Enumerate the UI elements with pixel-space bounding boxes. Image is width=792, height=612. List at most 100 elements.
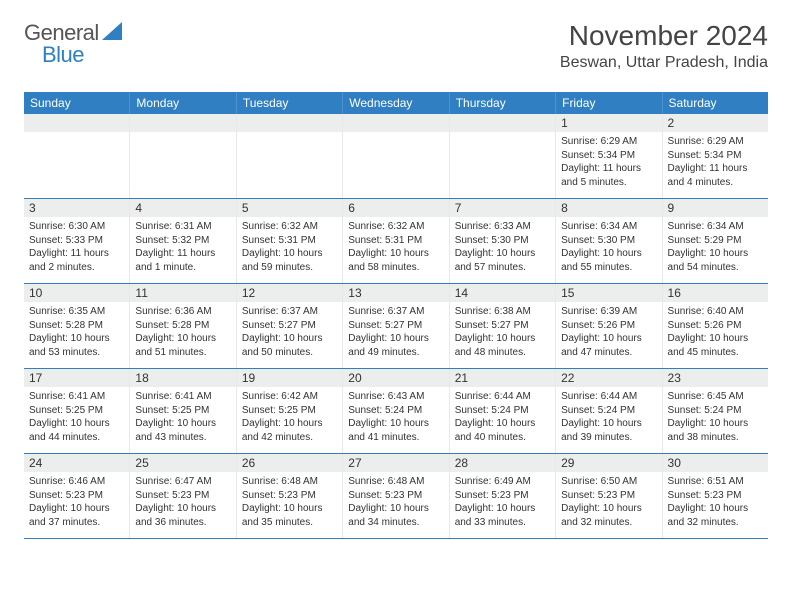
date-number: 8 <box>556 199 661 217</box>
date-number: 2 <box>663 114 768 132</box>
date-number <box>130 114 235 132</box>
date-number: 6 <box>343 199 448 217</box>
daylight-text: Daylight: 10 hours and 47 minutes. <box>561 332 656 359</box>
date-number: 21 <box>450 369 555 387</box>
daylight-text: Daylight: 10 hours and 55 minutes. <box>561 247 656 274</box>
sunset-text: Sunset: 5:23 PM <box>242 489 337 503</box>
sunset-text: Sunset: 5:23 PM <box>135 489 230 503</box>
sunrise-text: Sunrise: 6:42 AM <box>242 390 337 404</box>
month-title: November 2024 <box>560 20 768 52</box>
day-body: Sunrise: 6:31 AMSunset: 5:32 PMDaylight:… <box>130 217 235 280</box>
date-number: 17 <box>24 369 129 387</box>
day-cell: 22Sunrise: 6:44 AMSunset: 5:24 PMDayligh… <box>556 369 662 453</box>
sunrise-text: Sunrise: 6:30 AM <box>29 220 124 234</box>
date-number: 5 <box>237 199 342 217</box>
sunset-text: Sunset: 5:26 PM <box>668 319 763 333</box>
sunrise-text: Sunrise: 6:38 AM <box>455 305 550 319</box>
day-body: Sunrise: 6:37 AMSunset: 5:27 PMDaylight:… <box>343 302 448 365</box>
sunrise-text: Sunrise: 6:44 AM <box>561 390 656 404</box>
day-cell: 5Sunrise: 6:32 AMSunset: 5:31 PMDaylight… <box>237 199 343 283</box>
day-body: Sunrise: 6:29 AMSunset: 5:34 PMDaylight:… <box>556 132 661 195</box>
daylight-text: Daylight: 10 hours and 42 minutes. <box>242 417 337 444</box>
logo-triangle-icon <box>102 22 122 45</box>
daylight-text: Daylight: 10 hours and 58 minutes. <box>348 247 443 274</box>
day-body: Sunrise: 6:35 AMSunset: 5:28 PMDaylight:… <box>24 302 129 365</box>
sunrise-text: Sunrise: 6:50 AM <box>561 475 656 489</box>
day-cell: 29Sunrise: 6:50 AMSunset: 5:23 PMDayligh… <box>556 454 662 538</box>
day-body: Sunrise: 6:41 AMSunset: 5:25 PMDaylight:… <box>130 387 235 450</box>
day-cell: 20Sunrise: 6:43 AMSunset: 5:24 PMDayligh… <box>343 369 449 453</box>
date-number: 28 <box>450 454 555 472</box>
date-number <box>450 114 555 132</box>
daylight-text: Daylight: 10 hours and 54 minutes. <box>668 247 763 274</box>
logo-text-blue: Blue <box>42 42 84 67</box>
day-cell <box>130 114 236 198</box>
sunrise-text: Sunrise: 6:36 AM <box>135 305 230 319</box>
sunset-text: Sunset: 5:32 PM <box>135 234 230 248</box>
date-number: 22 <box>556 369 661 387</box>
daylight-text: Daylight: 10 hours and 41 minutes. <box>348 417 443 444</box>
sunset-text: Sunset: 5:26 PM <box>561 319 656 333</box>
day-body: Sunrise: 6:42 AMSunset: 5:25 PMDaylight:… <box>237 387 342 450</box>
weeks-container: 1Sunrise: 6:29 AMSunset: 5:34 PMDaylight… <box>24 114 768 539</box>
day-body: Sunrise: 6:51 AMSunset: 5:23 PMDaylight:… <box>663 472 768 535</box>
day-cell: 8Sunrise: 6:34 AMSunset: 5:30 PMDaylight… <box>556 199 662 283</box>
date-number: 7 <box>450 199 555 217</box>
sunset-text: Sunset: 5:27 PM <box>455 319 550 333</box>
date-number <box>237 114 342 132</box>
day-body: Sunrise: 6:45 AMSunset: 5:24 PMDaylight:… <box>663 387 768 450</box>
sunrise-text: Sunrise: 6:49 AM <box>455 475 550 489</box>
date-number: 27 <box>343 454 448 472</box>
day-cell <box>343 114 449 198</box>
sunrise-text: Sunrise: 6:37 AM <box>348 305 443 319</box>
day-body: Sunrise: 6:34 AMSunset: 5:29 PMDaylight:… <box>663 217 768 280</box>
day-cell: 28Sunrise: 6:49 AMSunset: 5:23 PMDayligh… <box>450 454 556 538</box>
daylight-text: Daylight: 10 hours and 53 minutes. <box>29 332 124 359</box>
sunrise-text: Sunrise: 6:32 AM <box>242 220 337 234</box>
day-cell: 21Sunrise: 6:44 AMSunset: 5:24 PMDayligh… <box>450 369 556 453</box>
week-row: 17Sunrise: 6:41 AMSunset: 5:25 PMDayligh… <box>24 369 768 454</box>
week-row: 1Sunrise: 6:29 AMSunset: 5:34 PMDaylight… <box>24 114 768 199</box>
date-number: 25 <box>130 454 235 472</box>
day-body: Sunrise: 6:37 AMSunset: 5:27 PMDaylight:… <box>237 302 342 365</box>
day-cell: 9Sunrise: 6:34 AMSunset: 5:29 PMDaylight… <box>663 199 768 283</box>
day-cell: 19Sunrise: 6:42 AMSunset: 5:25 PMDayligh… <box>237 369 343 453</box>
daylight-text: Daylight: 10 hours and 43 minutes. <box>135 417 230 444</box>
sunset-text: Sunset: 5:31 PM <box>348 234 443 248</box>
day-cell: 10Sunrise: 6:35 AMSunset: 5:28 PMDayligh… <box>24 284 130 368</box>
daylight-text: Daylight: 10 hours and 36 minutes. <box>135 502 230 529</box>
day-cell: 17Sunrise: 6:41 AMSunset: 5:25 PMDayligh… <box>24 369 130 453</box>
day-cell: 25Sunrise: 6:47 AMSunset: 5:23 PMDayligh… <box>130 454 236 538</box>
day-cell: 15Sunrise: 6:39 AMSunset: 5:26 PMDayligh… <box>556 284 662 368</box>
day-cell: 16Sunrise: 6:40 AMSunset: 5:26 PMDayligh… <box>663 284 768 368</box>
sunrise-text: Sunrise: 6:45 AM <box>668 390 763 404</box>
day-body: Sunrise: 6:43 AMSunset: 5:24 PMDaylight:… <box>343 387 448 450</box>
day-body: Sunrise: 6:30 AMSunset: 5:33 PMDaylight:… <box>24 217 129 280</box>
day-body: Sunrise: 6:34 AMSunset: 5:30 PMDaylight:… <box>556 217 661 280</box>
weekday-cell: Saturday <box>663 92 768 114</box>
day-body: Sunrise: 6:38 AMSunset: 5:27 PMDaylight:… <box>450 302 555 365</box>
weekday-cell: Tuesday <box>237 92 343 114</box>
date-number: 13 <box>343 284 448 302</box>
sunrise-text: Sunrise: 6:41 AM <box>135 390 230 404</box>
day-cell: 23Sunrise: 6:45 AMSunset: 5:24 PMDayligh… <box>663 369 768 453</box>
day-body: Sunrise: 6:39 AMSunset: 5:26 PMDaylight:… <box>556 302 661 365</box>
sunset-text: Sunset: 5:24 PM <box>455 404 550 418</box>
date-number: 26 <box>237 454 342 472</box>
sunrise-text: Sunrise: 6:48 AM <box>348 475 443 489</box>
date-number: 14 <box>450 284 555 302</box>
daylight-text: Daylight: 11 hours and 1 minute. <box>135 247 230 274</box>
daylight-text: Daylight: 10 hours and 59 minutes. <box>242 247 337 274</box>
date-number: 1 <box>556 114 661 132</box>
title-block: November 2024 Beswan, Uttar Pradesh, Ind… <box>560 20 768 72</box>
week-row: 10Sunrise: 6:35 AMSunset: 5:28 PMDayligh… <box>24 284 768 369</box>
date-number: 30 <box>663 454 768 472</box>
day-body: Sunrise: 6:47 AMSunset: 5:23 PMDaylight:… <box>130 472 235 535</box>
date-number <box>343 114 448 132</box>
weekday-cell: Thursday <box>450 92 556 114</box>
day-cell: 24Sunrise: 6:46 AMSunset: 5:23 PMDayligh… <box>24 454 130 538</box>
daylight-text: Daylight: 10 hours and 38 minutes. <box>668 417 763 444</box>
sunset-text: Sunset: 5:33 PM <box>29 234 124 248</box>
weekday-cell: Sunday <box>24 92 130 114</box>
daylight-text: Daylight: 10 hours and 51 minutes. <box>135 332 230 359</box>
